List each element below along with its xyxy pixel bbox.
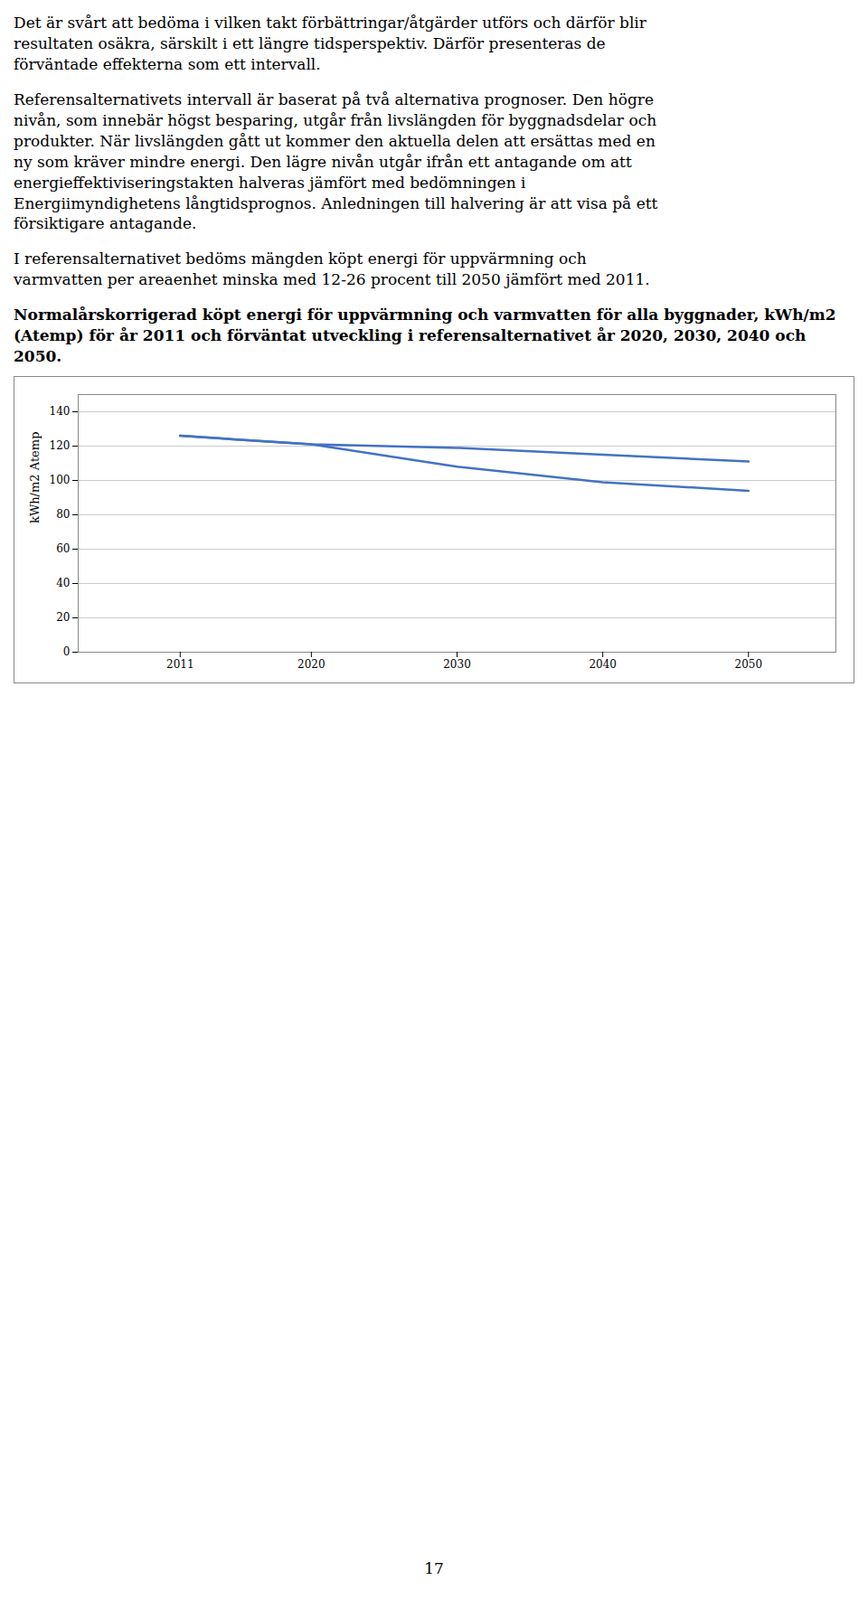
html-text:Normalårskorrigerad köpt energ: Normalårskorrigerad köpt energi för uppv…: [13, 305, 836, 366]
svg-text:80: 80: [56, 508, 70, 521]
svg-text:2050: 2050: [735, 658, 764, 671]
html-text:17: 17: [424, 1559, 444, 1578]
svg-text:20: 20: [56, 611, 70, 624]
html-text:Det är svårt att bedöma i vilk: Det är svårt att bedöma i vilken takt fö…: [13, 13, 647, 74]
svg-text:2040: 2040: [588, 658, 617, 671]
svg-text:120: 120: [49, 439, 71, 453]
svg-text:0: 0: [63, 645, 71, 659]
html-text:I referensalternativet bedöms: I referensalternativet bedöms mängden kö…: [13, 249, 650, 289]
svg-text:40: 40: [56, 576, 70, 590]
svg-text:100: 100: [49, 473, 71, 487]
svg-text:60: 60: [56, 542, 70, 556]
svg-text:2020: 2020: [297, 658, 326, 671]
svg-text:140: 140: [49, 405, 71, 418]
svg-text:kWh/m2 Atemp: kWh/m2 Atemp: [28, 432, 42, 524]
svg-text:2011: 2011: [166, 658, 195, 671]
html-text:Referensalternativets interval: Referensalternativets intervall är baser…: [13, 90, 658, 233]
svg-text:2030: 2030: [443, 658, 472, 671]
